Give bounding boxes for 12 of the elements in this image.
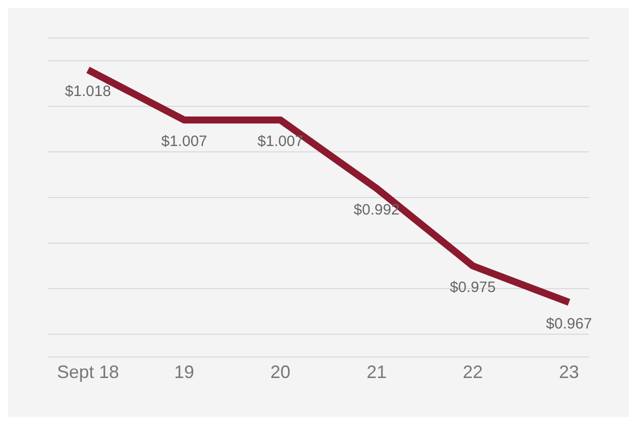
x-tick-label: 22 [462, 362, 483, 382]
data-label: $0.975 [450, 278, 496, 296]
x-tick-label: 21 [366, 362, 387, 382]
data-label: $1.018 [65, 82, 111, 100]
x-tick-label: 19 [174, 362, 194, 382]
x-tick-label: 23 [558, 362, 580, 382]
data-label: $1.007 [161, 133, 208, 150]
x-tick-label: Sept 18 [56, 362, 120, 382]
data-label: $1.007 [257, 133, 304, 150]
data-label: $0.992 [354, 201, 400, 218]
x-tick-label: 20 [270, 362, 290, 382]
data-label: $0.967 [546, 315, 592, 332]
